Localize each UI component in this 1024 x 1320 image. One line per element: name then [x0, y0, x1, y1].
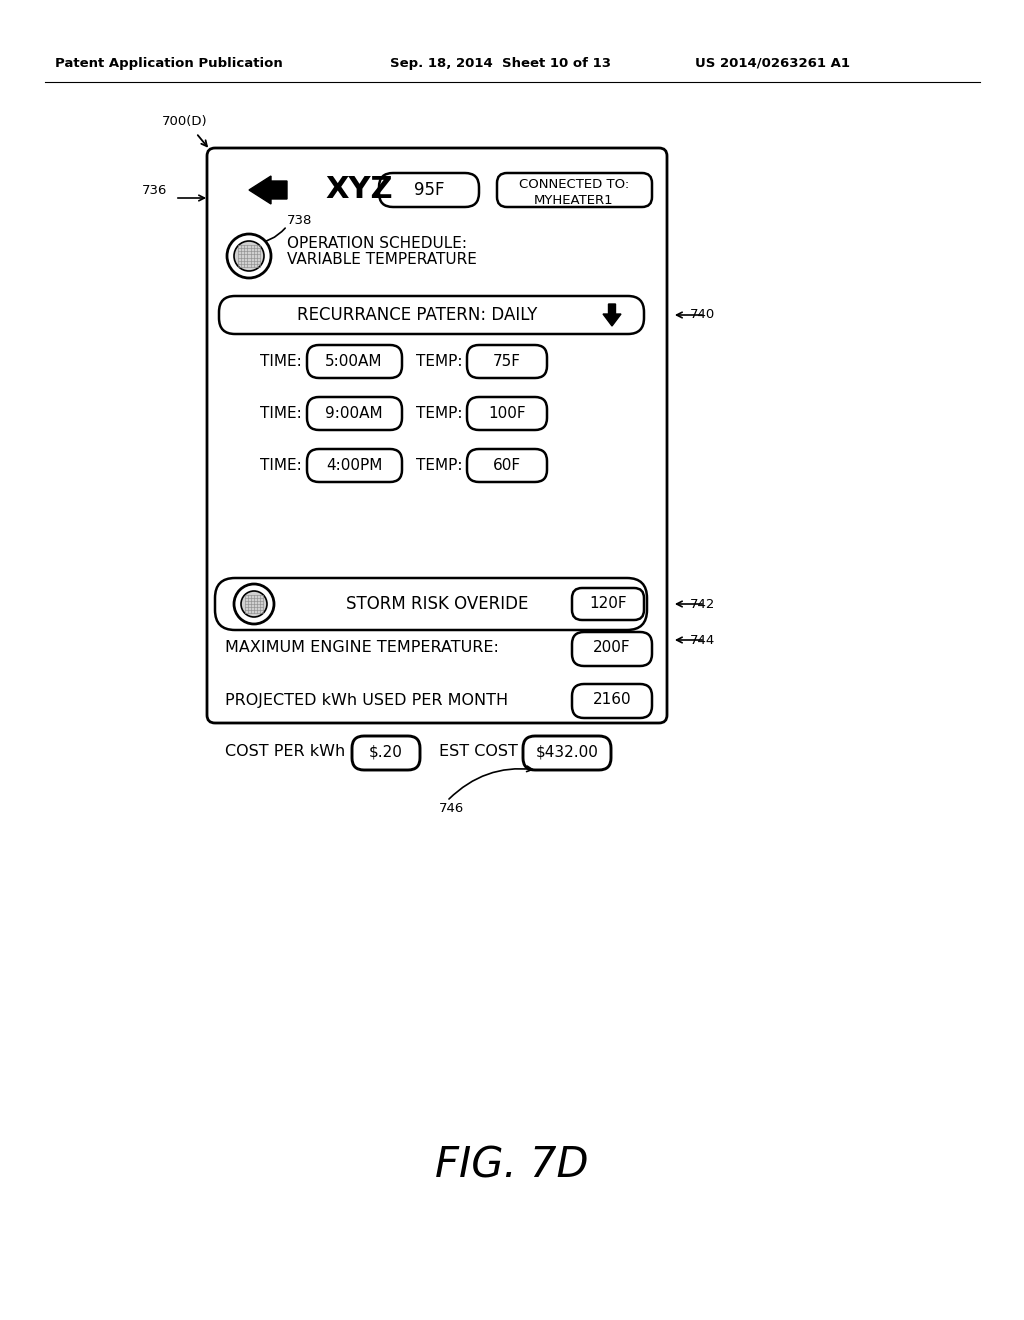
Text: COST PER kWh: COST PER kWh — [225, 744, 345, 759]
Text: 4:00PM: 4:00PM — [326, 458, 382, 473]
Circle shape — [234, 242, 264, 271]
Text: 742: 742 — [689, 598, 715, 610]
Text: 9:00AM: 9:00AM — [326, 405, 383, 421]
Text: 738: 738 — [287, 214, 312, 227]
Text: 100F: 100F — [488, 405, 525, 421]
Text: RECURRANCE PATERN: DAILY: RECURRANCE PATERN: DAILY — [297, 306, 538, 323]
Text: 736: 736 — [141, 183, 167, 197]
Circle shape — [241, 591, 267, 616]
Text: Sep. 18, 2014  Sheet 10 of 13: Sep. 18, 2014 Sheet 10 of 13 — [390, 57, 611, 70]
Text: STORM RISK OVERIDE: STORM RISK OVERIDE — [346, 595, 528, 612]
FancyBboxPatch shape — [379, 173, 479, 207]
FancyBboxPatch shape — [219, 296, 644, 334]
Text: EST COST: EST COST — [439, 744, 518, 759]
Text: 746: 746 — [439, 801, 464, 814]
Text: Patent Application Publication: Patent Application Publication — [55, 57, 283, 70]
FancyBboxPatch shape — [307, 397, 402, 430]
FancyArrow shape — [603, 304, 621, 326]
FancyBboxPatch shape — [207, 148, 667, 723]
Text: TEMP:: TEMP: — [416, 405, 462, 421]
FancyBboxPatch shape — [572, 587, 644, 620]
Text: TIME:: TIME: — [260, 458, 302, 473]
Text: US 2014/0263261 A1: US 2014/0263261 A1 — [695, 57, 850, 70]
Circle shape — [234, 583, 274, 624]
Text: VARIABLE TEMPERATURE: VARIABLE TEMPERATURE — [287, 252, 477, 268]
Text: 2160: 2160 — [593, 693, 632, 708]
Text: OPERATION SCHEDULE:: OPERATION SCHEDULE: — [287, 235, 467, 251]
FancyBboxPatch shape — [497, 173, 652, 207]
Text: 5:00AM: 5:00AM — [326, 354, 383, 368]
Text: MAXIMUM ENGINE TEMPERATURE:: MAXIMUM ENGINE TEMPERATURE: — [225, 640, 499, 656]
Text: 200F: 200F — [593, 640, 631, 656]
Text: TIME:: TIME: — [260, 354, 302, 368]
Text: FIG. 7D: FIG. 7D — [435, 1144, 589, 1185]
Text: PROJECTED kWh USED PER MONTH: PROJECTED kWh USED PER MONTH — [225, 693, 508, 708]
Text: 75F: 75F — [493, 354, 521, 368]
Text: TEMP:: TEMP: — [416, 458, 462, 473]
FancyBboxPatch shape — [352, 737, 420, 770]
FancyBboxPatch shape — [467, 449, 547, 482]
FancyBboxPatch shape — [215, 578, 647, 630]
Text: $432.00: $432.00 — [536, 744, 598, 759]
Text: 120F: 120F — [589, 597, 627, 611]
FancyBboxPatch shape — [467, 397, 547, 430]
Text: 95F: 95F — [414, 181, 444, 199]
Circle shape — [227, 234, 271, 279]
Text: CONNECTED TO:: CONNECTED TO: — [519, 177, 629, 190]
FancyBboxPatch shape — [467, 345, 547, 378]
Text: 744: 744 — [690, 634, 715, 647]
Text: $.20: $.20 — [369, 744, 402, 759]
FancyBboxPatch shape — [523, 737, 611, 770]
Text: 700(D): 700(D) — [162, 116, 208, 128]
FancyBboxPatch shape — [307, 449, 402, 482]
FancyBboxPatch shape — [572, 684, 652, 718]
Text: TIME:: TIME: — [260, 405, 302, 421]
Text: TEMP:: TEMP: — [416, 354, 462, 368]
Text: 740: 740 — [690, 309, 715, 322]
FancyArrow shape — [249, 176, 287, 205]
Text: MYHEATER1: MYHEATER1 — [535, 194, 613, 206]
Text: 60F: 60F — [493, 458, 521, 473]
Text: XYZ: XYZ — [325, 176, 392, 205]
FancyBboxPatch shape — [572, 632, 652, 667]
FancyBboxPatch shape — [307, 345, 402, 378]
